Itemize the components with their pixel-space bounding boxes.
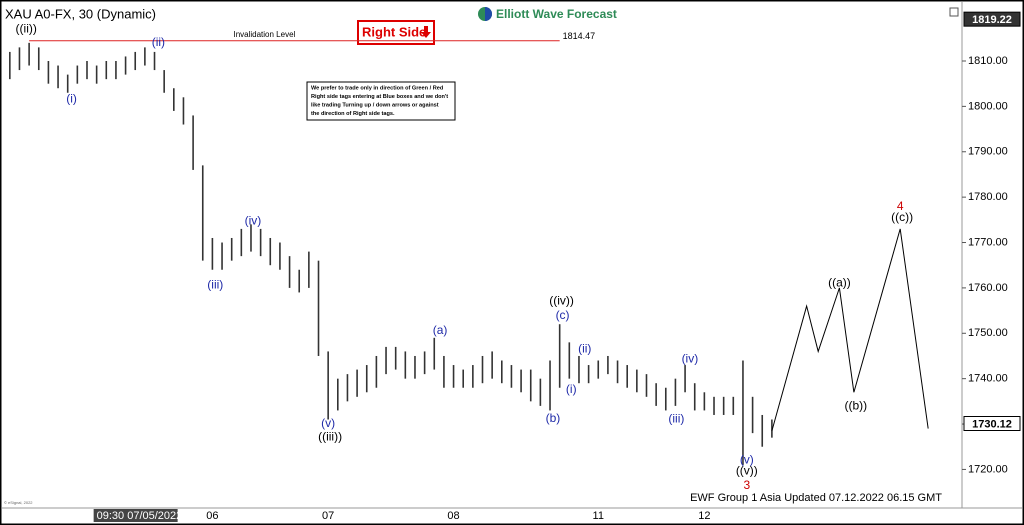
y-tick-label: 1800.00 [968, 100, 1008, 112]
note [306, 81, 456, 121]
wave-label: (ii) [578, 341, 591, 355]
y-tick-label: 1760.00 [968, 282, 1008, 294]
brand: Elliott Wave Forecast [496, 7, 617, 21]
x-tick-label: 11 [593, 510, 604, 522]
y-tick-label: 1720.00 [968, 463, 1008, 475]
tag-text: Right Side [362, 24, 426, 39]
y-tick-label: 1810.00 [968, 55, 1008, 67]
wave-label: ((v)) [736, 463, 758, 477]
logo: Elliott Wave Forecast [478, 7, 617, 21]
wave-label: (v) [740, 453, 754, 467]
wave-label: (ii) [152, 35, 165, 49]
tag-box [357, 20, 435, 45]
price-box [963, 11, 1021, 27]
x-tick-label: 08 [447, 510, 459, 522]
wave-label: (iii) [207, 277, 223, 291]
y-tick-label: 1790.00 [968, 146, 1008, 158]
wave-label: ((c)) [891, 210, 913, 224]
wave-label: (c) [556, 308, 570, 322]
price-box-label: 1819.22 [972, 14, 1012, 26]
wave-label: 3 [743, 478, 750, 492]
wave-label: (v) [321, 416, 335, 430]
wave-label: ((iii)) [318, 429, 342, 443]
y-tick-label: 1770.00 [968, 236, 1008, 248]
wave-label: (iv) [682, 351, 699, 365]
window-button[interactable] [949, 7, 959, 17]
note-line: We prefer to trade only in direction of … [311, 85, 444, 91]
note-line: the direction of Right side tags. [311, 111, 395, 117]
wave-label: ((b)) [844, 399, 867, 413]
wave-label: (i) [66, 92, 77, 106]
x-tick-box [93, 509, 178, 522]
chart-title: XAU A0-FX, 30 (Dynamic) [5, 6, 156, 21]
wave-label: ((iv)) [549, 294, 574, 308]
tag-arrow [421, 26, 431, 38]
price-box [963, 416, 1021, 432]
x-tick-label: 06 [206, 510, 218, 522]
y-tick-label: 1750.00 [968, 327, 1008, 339]
wave-label: (iii) [668, 412, 684, 426]
wave-label: (i) [566, 382, 577, 396]
wave-label: (iv) [245, 213, 262, 227]
x-tick-label: 12 [698, 510, 710, 522]
note-line: like trading Turning up / down arrows or… [311, 102, 439, 108]
note-box [306, 81, 456, 121]
y-tick-label: 1780.00 [968, 191, 1008, 203]
note-line: Right side tags entering at Blue boxes a… [311, 94, 448, 100]
projection-line [771, 228, 929, 431]
y-tick-label: 1740.00 [968, 373, 1008, 385]
wave-label: (a) [433, 323, 448, 337]
right-side-tag: Right Side [357, 20, 435, 45]
wave-label: ((a)) [828, 276, 851, 290]
wave-label: 4 [897, 199, 904, 213]
wave-label: ((ii)) [16, 21, 37, 35]
x-tick-label: 09:30 07/05/2022 [97, 510, 183, 522]
price-box-label: 1730.12 [972, 418, 1012, 430]
wave-label: (b) [546, 411, 561, 425]
x-tick-label: 07 [322, 510, 334, 522]
invalidation-label: Invalidation Level [233, 30, 295, 39]
copyright: © eSignal, 2022 [4, 500, 33, 505]
footer: EWF Group 1 Asia Updated 07.12.2022 06.1… [690, 492, 942, 504]
invalidation-value: 1814.47 [563, 31, 596, 41]
logo-icon [485, 7, 492, 21]
